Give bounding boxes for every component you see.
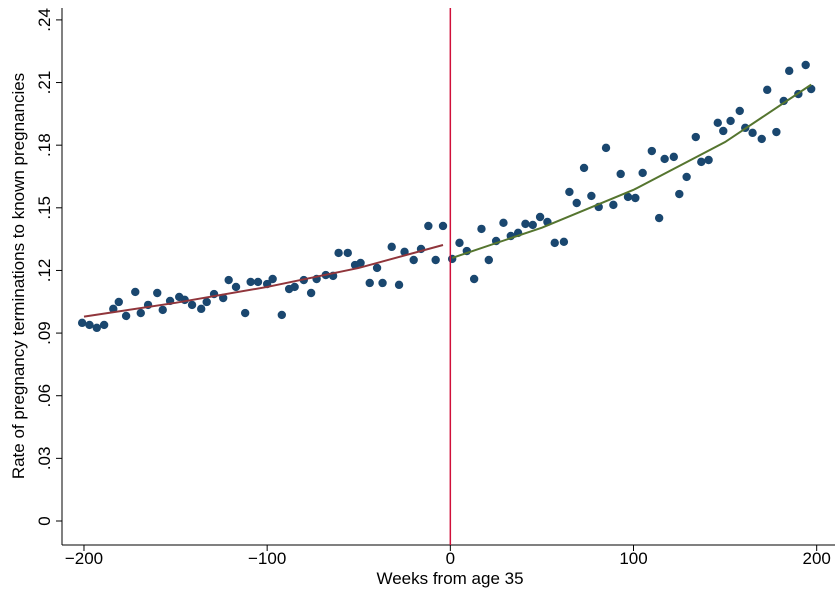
point xyxy=(713,118,722,128)
point xyxy=(121,311,131,321)
point xyxy=(704,155,713,165)
point xyxy=(438,221,448,231)
point xyxy=(343,248,352,258)
point xyxy=(378,278,387,288)
point xyxy=(623,192,633,202)
y-tick-label: .12 xyxy=(35,259,54,283)
fit-line xyxy=(451,83,812,259)
point xyxy=(785,66,794,76)
point xyxy=(559,237,569,247)
point xyxy=(394,280,404,290)
point xyxy=(92,323,102,333)
point xyxy=(697,157,706,167)
point xyxy=(77,318,87,328)
x-tick-label: 100 xyxy=(619,549,647,568)
y-tick-label: .09 xyxy=(35,321,54,345)
point xyxy=(499,218,508,228)
point xyxy=(638,168,647,178)
point xyxy=(726,116,735,126)
y-tick-label: .06 xyxy=(35,384,54,408)
point xyxy=(253,277,263,287)
point xyxy=(528,220,537,230)
point xyxy=(565,187,574,197)
point xyxy=(521,219,530,229)
point xyxy=(424,221,433,231)
point xyxy=(484,255,493,265)
point xyxy=(365,278,374,288)
point xyxy=(587,191,596,201)
point xyxy=(387,242,396,252)
x-tick-label: −200 xyxy=(65,549,103,568)
point xyxy=(772,127,781,137)
point xyxy=(334,248,343,258)
point xyxy=(306,288,316,298)
point xyxy=(85,320,94,330)
point xyxy=(779,96,788,106)
point xyxy=(231,282,241,292)
point xyxy=(748,128,757,138)
y-tick-label: 0 xyxy=(35,516,54,525)
point xyxy=(660,154,669,164)
point xyxy=(99,320,109,330)
x-tick-label: −100 xyxy=(248,549,286,568)
point xyxy=(535,212,545,222)
point xyxy=(647,146,657,156)
point xyxy=(187,300,197,310)
point xyxy=(601,143,611,153)
point xyxy=(372,263,382,273)
point xyxy=(409,255,418,265)
point xyxy=(691,132,700,142)
point xyxy=(763,85,772,95)
point xyxy=(356,258,365,268)
point xyxy=(735,106,744,116)
point xyxy=(158,305,167,315)
point xyxy=(631,193,640,203)
point xyxy=(654,213,664,223)
x-tick-label: 0 xyxy=(446,549,455,568)
point xyxy=(455,238,464,248)
point xyxy=(682,172,691,182)
y-tick-label: .15 xyxy=(35,196,54,220)
x-tick-label: 200 xyxy=(802,549,830,568)
point xyxy=(240,308,250,318)
y-tick-label: .21 xyxy=(35,71,54,95)
y-axis-title: Rate of pregnancy terminations to known … xyxy=(9,73,28,479)
point xyxy=(114,297,123,307)
y-tick-label: .18 xyxy=(35,133,54,157)
y-tick-label: .24 xyxy=(35,8,54,32)
point xyxy=(469,274,479,284)
point xyxy=(224,275,233,285)
point xyxy=(153,288,162,298)
point xyxy=(290,282,299,292)
point xyxy=(572,198,581,208)
point xyxy=(675,189,684,199)
point xyxy=(616,169,625,179)
y-tick-label: .03 xyxy=(35,447,54,471)
point xyxy=(246,277,255,287)
x-axis-title: Weeks from age 35 xyxy=(376,569,523,588)
point xyxy=(757,134,766,144)
point xyxy=(477,224,486,234)
point xyxy=(197,304,206,314)
point xyxy=(669,152,679,162)
point xyxy=(131,287,140,297)
point xyxy=(550,238,559,248)
point xyxy=(431,255,440,265)
point xyxy=(268,274,277,284)
fit-line xyxy=(83,244,444,318)
point xyxy=(277,310,287,320)
point xyxy=(801,60,810,70)
point xyxy=(202,297,211,307)
point xyxy=(136,308,145,318)
point xyxy=(609,200,618,210)
point xyxy=(579,163,589,173)
point xyxy=(719,126,728,136)
